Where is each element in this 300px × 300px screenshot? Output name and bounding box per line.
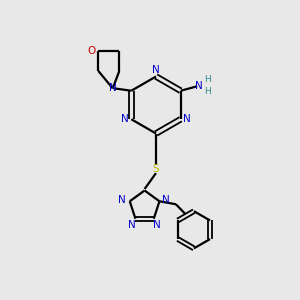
Text: S: S (153, 164, 159, 174)
Text: N: N (183, 114, 191, 124)
Text: N: N (195, 81, 203, 91)
Text: H: H (204, 87, 211, 96)
Text: N: N (118, 195, 126, 205)
Text: N: N (109, 83, 117, 93)
Text: N: N (162, 195, 170, 205)
Text: N: N (152, 65, 160, 75)
Text: H: H (204, 75, 211, 84)
Text: N: N (154, 220, 161, 230)
Text: N: N (128, 220, 136, 230)
Text: N: N (121, 114, 129, 124)
Text: O: O (88, 46, 96, 56)
